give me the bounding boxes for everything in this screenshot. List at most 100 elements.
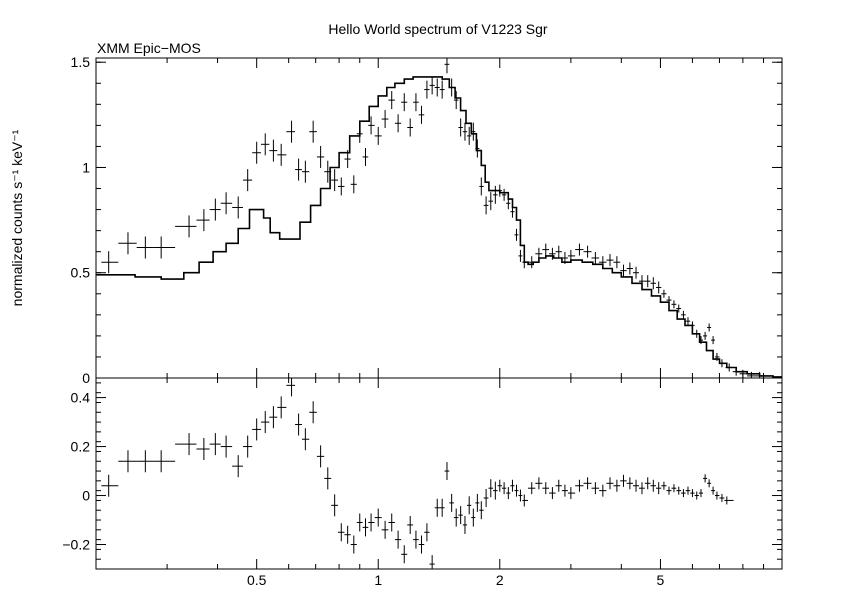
data-point [518,249,523,262]
data-point [374,126,382,145]
residual-point [269,406,278,429]
data-point [493,185,498,204]
residual-point [676,486,682,495]
residual-point [337,523,345,542]
residual-point [698,489,704,498]
bottom-panel-axes: 0.5 1 2 5 −0.2 0 0.2 0.4 [62,378,783,588]
data-point [388,91,395,110]
data-point [260,133,270,156]
residual-point [374,508,382,527]
data-point [232,196,243,219]
residual-point [715,491,720,500]
residual-point [286,378,296,397]
x-tick-label: 1 [374,572,382,588]
residual-point [661,481,667,490]
residual-point [295,413,302,436]
data-point [368,116,375,135]
data-point [739,369,748,378]
chart-title: Hello World spectrum of V1223 Sgr [328,21,548,37]
residual-point [316,445,325,468]
data-point [501,188,507,201]
residual-point [424,523,430,542]
data-point [606,254,614,267]
residual-point [401,545,408,564]
residual-point [429,555,435,569]
data-point [337,177,345,196]
instrument-label: XMM Epic−MOS [97,40,201,56]
residual-point [449,493,454,512]
data-point [561,252,568,264]
data-point [449,78,454,97]
x-tick-label: 5 [657,572,665,588]
residual-point [242,435,253,458]
residual-point [209,433,221,456]
residual-point [344,525,351,544]
data-point [467,126,472,145]
data-point [439,80,445,99]
residual-point [232,455,243,478]
x-tick-label: 2 [496,572,504,588]
residual-point [599,484,607,497]
data-point [462,122,468,141]
data-point [344,150,351,169]
data-point [655,281,662,294]
residual-point [453,508,459,527]
residual-point [703,474,708,483]
y-tick-label: 0 [82,370,90,386]
residual-point [719,493,725,502]
residual-point [175,433,197,456]
residual-point [444,462,450,481]
residual-point [528,482,536,495]
data-point [483,196,489,215]
residual-point [260,411,270,434]
residual-point [252,418,261,441]
data-point [698,336,704,345]
residual-point [666,486,672,495]
data-point [175,215,197,238]
data-point [690,321,695,330]
data-point [528,256,536,269]
residual-point [681,489,686,498]
residual-point [506,487,511,500]
residual-point [101,474,119,497]
residual-point [561,484,568,497]
data-point [381,110,389,129]
data-point [510,205,515,218]
residual-point [277,396,287,419]
residual-point [542,482,550,495]
data-point [522,256,529,269]
residual-point [694,491,699,500]
data-point [488,192,494,211]
data-point [506,197,511,210]
data-point [331,169,338,192]
data-point [626,262,633,275]
residual-point [724,496,734,505]
residual-point [413,530,419,549]
residual-point [501,482,507,495]
data-point [413,93,419,112]
residual-point [583,477,592,490]
data-point [535,247,543,260]
data-point [252,141,261,164]
data-point [418,105,425,124]
residual-point [606,477,614,490]
bottom-panel-frame [95,377,783,570]
residual-point [381,520,389,539]
residual-point [418,535,425,554]
residual-point [153,450,176,473]
residual-point [613,479,621,492]
residual-point [644,477,651,490]
residual-point [522,494,529,507]
residual-point [407,515,414,534]
residual-point [362,518,369,537]
residual-points [101,378,734,569]
data-point [661,289,667,298]
residual-point [620,474,627,487]
data-point [153,236,176,259]
data-point [591,252,600,264]
residual-point [650,479,656,492]
data-point [196,209,210,232]
residual-point [356,513,363,532]
residual-point [639,482,645,495]
